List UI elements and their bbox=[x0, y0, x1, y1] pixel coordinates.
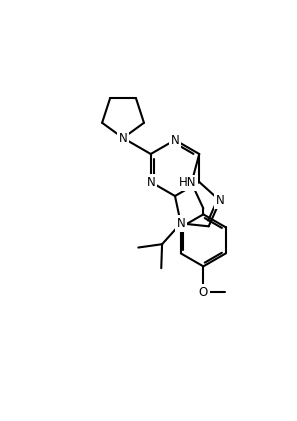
Text: N: N bbox=[119, 131, 127, 144]
Text: N: N bbox=[146, 176, 155, 189]
Text: N: N bbox=[170, 133, 179, 147]
Text: HN: HN bbox=[179, 176, 196, 189]
Text: O: O bbox=[199, 286, 208, 299]
Text: N: N bbox=[216, 194, 225, 207]
Text: N: N bbox=[176, 217, 185, 230]
